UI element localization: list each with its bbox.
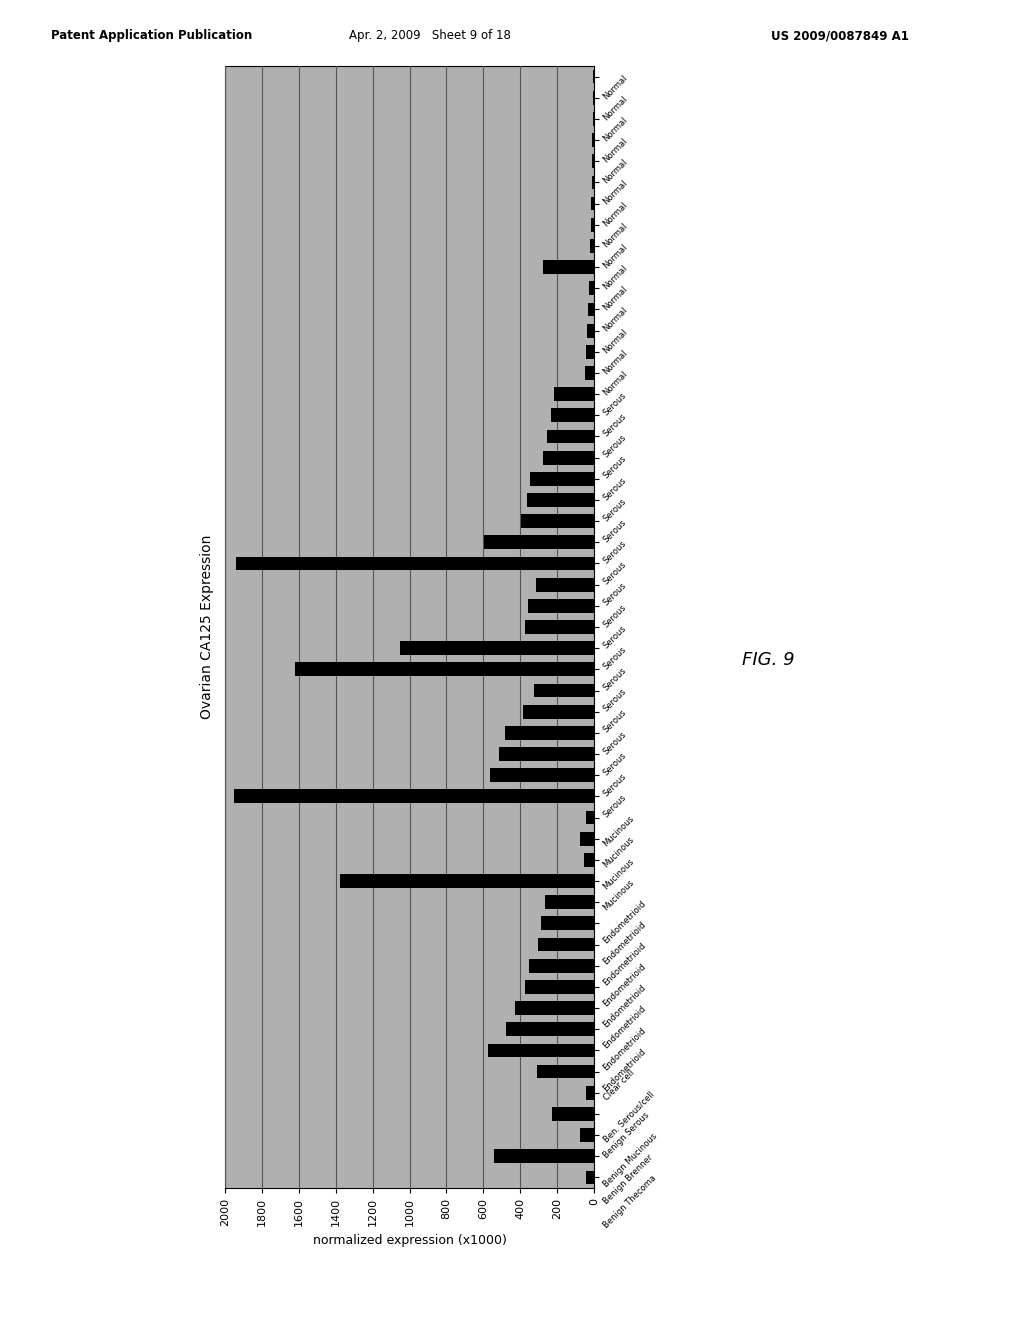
Bar: [593, 133, 594, 147]
Bar: [547, 429, 594, 444]
Text: Apr. 2, 2009   Sheet 9 of 18: Apr. 2, 2009 Sheet 9 of 18: [349, 29, 511, 42]
Bar: [495, 1150, 594, 1163]
Bar: [340, 874, 594, 888]
Bar: [237, 557, 594, 570]
Bar: [537, 1065, 594, 1078]
Bar: [521, 515, 594, 528]
Bar: [585, 366, 594, 380]
Bar: [586, 345, 594, 359]
Bar: [553, 1107, 594, 1121]
Bar: [523, 705, 594, 718]
Bar: [484, 536, 594, 549]
Bar: [591, 218, 594, 231]
Bar: [524, 620, 594, 634]
X-axis label: normalized expression (x1000): normalized expression (x1000): [312, 1234, 507, 1247]
Bar: [506, 1023, 594, 1036]
Bar: [589, 281, 594, 296]
Bar: [487, 1044, 594, 1057]
Bar: [538, 937, 594, 952]
Bar: [234, 789, 594, 804]
Bar: [586, 1171, 594, 1184]
Bar: [587, 323, 594, 338]
Bar: [592, 176, 594, 189]
Bar: [545, 895, 594, 909]
Text: US 2009/0087849 A1: US 2009/0087849 A1: [771, 29, 908, 42]
Bar: [536, 578, 594, 591]
Bar: [584, 853, 594, 867]
Bar: [591, 197, 594, 210]
Text: Patent Application Publication: Patent Application Publication: [51, 29, 253, 42]
Bar: [542, 916, 594, 931]
Bar: [580, 1129, 594, 1142]
Text: FIG. 9: FIG. 9: [741, 651, 795, 669]
Bar: [530, 473, 594, 486]
Bar: [593, 112, 594, 125]
Bar: [528, 599, 594, 612]
Bar: [586, 1086, 594, 1100]
Bar: [543, 260, 594, 275]
Bar: [586, 810, 594, 825]
Bar: [588, 302, 594, 317]
Bar: [526, 494, 594, 507]
Bar: [554, 387, 594, 401]
Bar: [535, 684, 594, 697]
Bar: [524, 979, 594, 994]
Bar: [295, 663, 594, 676]
Bar: [400, 642, 594, 655]
Bar: [592, 154, 594, 168]
Y-axis label: Ovarian CA125 Expression: Ovarian CA125 Expression: [200, 535, 214, 719]
Bar: [543, 450, 594, 465]
Bar: [590, 239, 594, 253]
Bar: [499, 747, 594, 760]
Bar: [580, 832, 594, 846]
Bar: [529, 958, 594, 973]
Bar: [505, 726, 594, 739]
Bar: [515, 1001, 594, 1015]
Bar: [489, 768, 594, 781]
Bar: [551, 408, 594, 422]
